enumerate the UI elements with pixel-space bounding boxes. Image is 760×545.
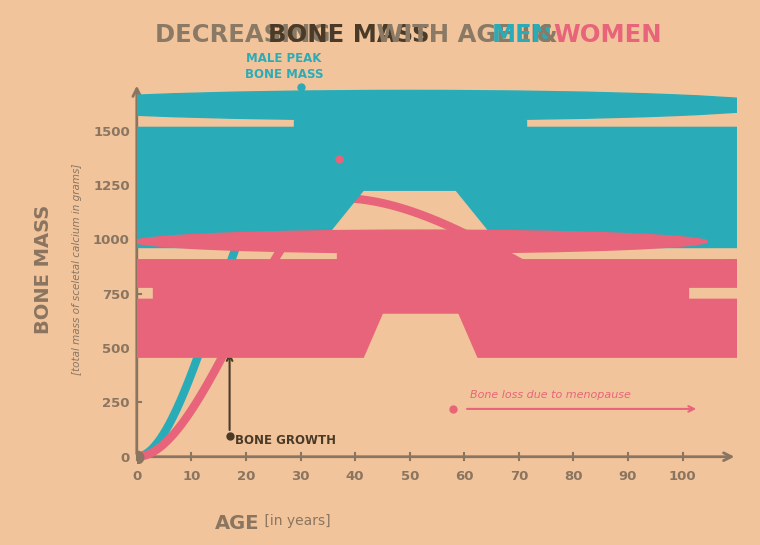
Polygon shape bbox=[39, 313, 382, 357]
Text: DECREASING: DECREASING bbox=[156, 23, 339, 47]
Text: Bone loss due to menopause: Bone loss due to menopause bbox=[470, 390, 631, 400]
Polygon shape bbox=[459, 313, 760, 357]
Polygon shape bbox=[727, 260, 760, 295]
Text: BONE GROWTH: BONE GROWTH bbox=[235, 434, 336, 447]
Polygon shape bbox=[0, 128, 760, 168]
Text: &: & bbox=[527, 23, 566, 47]
Text: [in years]: [in years] bbox=[260, 513, 331, 528]
Text: WITH AGE IN: WITH AGE IN bbox=[369, 23, 559, 47]
Polygon shape bbox=[0, 299, 760, 313]
Text: MEN: MEN bbox=[492, 23, 553, 47]
Polygon shape bbox=[0, 260, 115, 295]
Polygon shape bbox=[293, 120, 526, 128]
Polygon shape bbox=[0, 260, 760, 287]
Polygon shape bbox=[154, 287, 688, 299]
Text: MALE PEAK
BONE MASS: MALE PEAK BONE MASS bbox=[245, 52, 324, 81]
Text: AGE: AGE bbox=[215, 513, 259, 532]
Text: [total mass of sceletal calcium in grams]: [total mass of sceletal calcium in grams… bbox=[71, 164, 82, 376]
Text: FEMALE PEAK
BONE MASS: FEMALE PEAK BONE MASS bbox=[299, 123, 390, 153]
Polygon shape bbox=[456, 190, 760, 247]
Text: BONE MASS: BONE MASS bbox=[268, 23, 429, 47]
Circle shape bbox=[39, 90, 760, 120]
Text: WOMEN: WOMEN bbox=[553, 23, 661, 47]
Polygon shape bbox=[337, 253, 505, 260]
Circle shape bbox=[134, 230, 708, 253]
Polygon shape bbox=[0, 168, 760, 190]
Text: BONE MASS: BONE MASS bbox=[34, 205, 53, 335]
Polygon shape bbox=[0, 190, 363, 247]
